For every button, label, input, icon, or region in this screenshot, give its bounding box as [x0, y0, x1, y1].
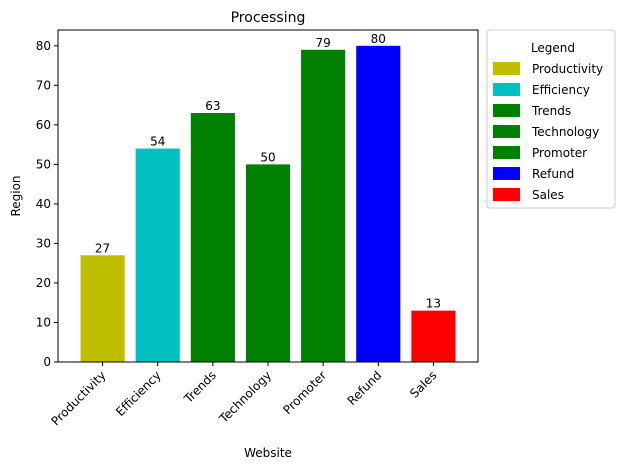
- bar-promoter: [301, 49, 346, 363]
- legend-swatch: [493, 125, 520, 138]
- legend-label: Promoter: [532, 146, 587, 160]
- chart-title: Processing: [231, 10, 306, 26]
- x-axis-label: Website: [244, 446, 292, 460]
- bar-value-label: 50: [260, 150, 275, 164]
- legend-label: Technology: [531, 125, 599, 139]
- legend-label: Trends: [531, 104, 571, 118]
- bar-efficiency: [135, 148, 180, 362]
- legend-swatch: [493, 83, 520, 96]
- legend-swatch: [493, 104, 520, 117]
- y-axis: 0 10 20 30 40 50 60 70 80: [36, 39, 58, 369]
- bar-trends: [190, 113, 235, 362]
- legend: Legend Productivity Efficiency Trends Techn…: [486, 29, 616, 209]
- bar-value-label: 13: [426, 297, 441, 311]
- legend-label: Productivity: [532, 62, 603, 76]
- bar-productivity: [80, 255, 125, 362]
- x-tick-label: Trends: [181, 368, 219, 406]
- bars-layer: [80, 45, 456, 363]
- y-tick-label: 80: [36, 39, 51, 53]
- bar-value-label: 80: [371, 32, 386, 46]
- value-labels-layer: 27 54 63 50 79 80 13: [95, 32, 441, 311]
- x-tick-label: Refund: [345, 368, 385, 408]
- bar-value-label: 79: [316, 36, 331, 50]
- y-axis-label: Region: [9, 175, 23, 216]
- x-tick-label: Productivity: [48, 368, 108, 428]
- y-tick-label: 40: [36, 197, 51, 211]
- bar-value-label: 63: [205, 99, 220, 113]
- legend-box: [486, 29, 616, 209]
- legend-entries: Productivity Efficiency Trends Technology Pr…: [493, 62, 603, 202]
- x-tick-label: Technology: [216, 368, 274, 426]
- y-tick-label: 60: [36, 118, 51, 132]
- legend-swatch: [493, 188, 520, 201]
- legend-swatch: [493, 146, 520, 159]
- legend-swatch: [493, 62, 520, 75]
- x-tick-label: Efficiency: [113, 368, 164, 419]
- legend-swatch: [493, 167, 520, 180]
- y-tick-label: 0: [43, 355, 51, 369]
- legend-label: Refund: [532, 167, 574, 181]
- legend-label: Sales: [532, 188, 564, 202]
- bar-sales: [411, 310, 456, 362]
- y-tick-label: 10: [36, 315, 51, 329]
- bar-refund: [356, 45, 401, 363]
- y-tick-label: 70: [36, 78, 51, 92]
- legend-title: Legend: [531, 41, 575, 55]
- bar-technology: [245, 164, 291, 362]
- x-tick-label: Promoter: [280, 368, 329, 417]
- y-tick-label: 20: [36, 276, 51, 290]
- y-tick-label: 30: [36, 236, 51, 250]
- plot-frame: [57, 29, 479, 363]
- y-tick-label: 50: [36, 157, 51, 171]
- legend-label: Efficiency: [532, 83, 590, 97]
- x-tick-label: Sales: [407, 368, 439, 400]
- bar-value-label: 27: [95, 241, 110, 255]
- bar-value-label: 54: [150, 135, 165, 149]
